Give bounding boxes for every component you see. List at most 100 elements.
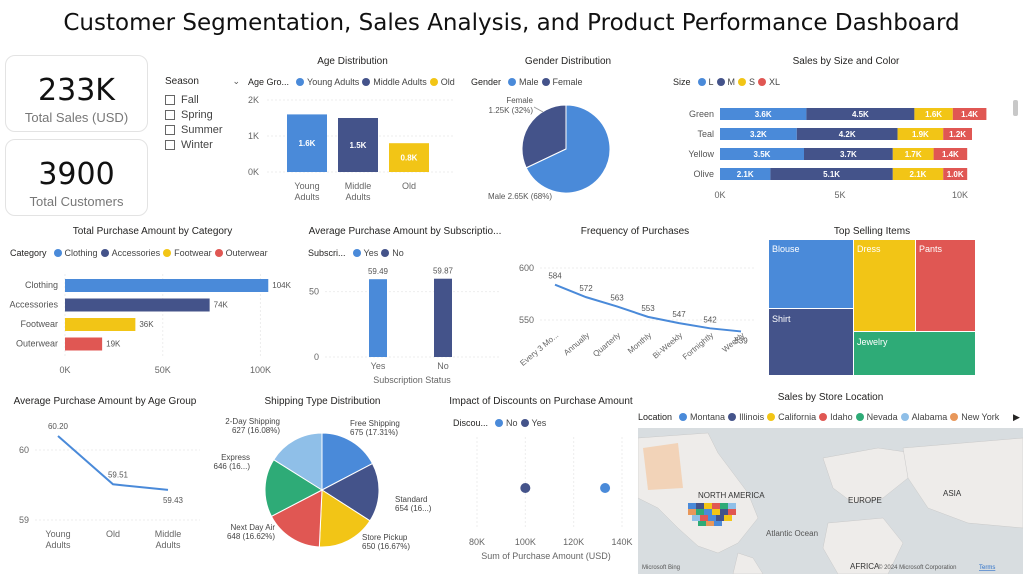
data-label: 1.4K: [961, 110, 978, 119]
data-label: 59.49: [368, 267, 389, 276]
data-label: 104K: [272, 281, 291, 290]
treemap-tile-dress[interactable]: Dress: [854, 240, 915, 331]
total-sales-card[interactable]: 233K Total Sales (USD): [5, 55, 148, 132]
data-label: 5.1K: [823, 170, 840, 179]
slice-value-label: 675 (17.31%): [350, 428, 398, 437]
discounts-chart[interactable]: Impact of Discounts on Purchase Amount D…: [445, 392, 637, 572]
label-north-america: NORTH AMERICA: [698, 491, 765, 500]
pie-slice: [321, 432, 374, 491]
treemap-tile-pants[interactable]: Pants: [916, 240, 975, 331]
data-label: 542: [703, 315, 717, 324]
x-tick-label: Old: [402, 181, 416, 191]
frequency-chart[interactable]: Frequency of Purchases 600 550 584 Every 3 …: [510, 222, 760, 390]
scrollbar[interactable]: [1013, 100, 1018, 116]
season-slicer[interactable]: Season ⌄ Fall Spring Summer Winter: [165, 76, 240, 152]
season-option-spring[interactable]: Spring: [165, 107, 240, 122]
treemap-tile-jewelry[interactable]: Jewelry: [854, 332, 975, 375]
subscription-chart[interactable]: Average Purchase Amount by Subscriptio..…: [305, 222, 505, 390]
bar: [65, 318, 136, 331]
treemap-tile-shirt[interactable]: Shirt: [769, 309, 853, 375]
size-color-chart[interactable]: Sales by Size and Color Size L M S XL Gr…: [670, 52, 1022, 212]
bar: [65, 337, 103, 351]
total-customers-card[interactable]: 3900 Total Customers: [5, 139, 148, 216]
total-sales-label: Total Sales (USD): [24, 110, 129, 125]
x-tick-label: Adults: [155, 540, 181, 550]
checkbox[interactable]: [165, 124, 175, 135]
x-tick-label: 80K: [469, 537, 485, 547]
top-items-treemap[interactable]: Top Selling Items Blouse Dress Pants Shi…: [765, 222, 979, 377]
age-distribution-chart[interactable]: Age Distribution Age Gro... Young Adults…: [245, 52, 460, 212]
chart-legend: Location Montana Illinois California Ida…: [638, 412, 1000, 422]
bar-segment: [804, 148, 893, 160]
data-label: 59.51: [108, 470, 129, 479]
data-label: 1.6K: [925, 110, 942, 119]
treemap-tile-blouse[interactable]: Blouse: [769, 240, 853, 308]
shipping-chart[interactable]: Shipping Type Distribution Free Shipping…: [210, 392, 435, 572]
gender-distribution-chart[interactable]: Gender Distribution Gender Male Female F…: [468, 52, 668, 212]
x-tick-label: 0K: [714, 190, 725, 200]
series-line: [57, 435, 169, 491]
bar-segment: [943, 168, 968, 180]
x-tick-label: Bi-Weekly: [651, 331, 684, 361]
category-purchase-chart[interactable]: Total Purchase Amount by Category Catego…: [5, 222, 300, 390]
chart-title: Frequency of Purchases: [580, 226, 690, 237]
bar-segment: [943, 128, 972, 140]
x-tick-label: Quarterly: [591, 331, 622, 359]
bar-segment: [806, 108, 915, 120]
chart-title: Average Purchase Amount by Age Group: [13, 396, 197, 407]
y-tick-label: 550: [519, 315, 534, 325]
data-label: 36K: [139, 320, 154, 329]
age-avg-chart[interactable]: Average Purchase Amount by Age Group 60 5…: [5, 392, 205, 572]
data-label: 1.0K: [947, 170, 964, 179]
season-option-summer[interactable]: Summer: [165, 122, 240, 137]
y-tick-label: Green: [689, 109, 714, 119]
x-tick-label: 140K: [611, 537, 632, 547]
data-label: 3.2K: [750, 130, 767, 139]
chart-title: Shipping Type Distribution: [264, 396, 381, 407]
checkbox[interactable]: [165, 139, 175, 150]
data-label: 572: [579, 284, 593, 293]
y-tick-label: Yellow: [688, 149, 714, 159]
checkbox[interactable]: [165, 109, 175, 120]
y-tick-label: Accessories: [9, 300, 58, 310]
frequency-plot: 600 550 584 Every 3 Mo... 572 Annually 563 Quar…: [518, 263, 755, 368]
x-axis-title: Sum of Purchase Amount (USD): [481, 551, 611, 561]
bar: [65, 279, 269, 292]
age-distribution-plot: 2K1K0K1.6KYoungAdults1.5KMiddleAdults0.8…: [248, 95, 455, 202]
scatter-point: [520, 483, 531, 493]
bar-segment: [770, 168, 893, 180]
data-label: 1.6K: [299, 139, 316, 148]
season-option-fall[interactable]: Fall: [165, 92, 240, 107]
bar-segment: [892, 148, 934, 160]
y-tick-label: 50: [309, 287, 319, 297]
chevron-down-icon[interactable]: ⌄: [232, 76, 240, 86]
terms-link: Terms: [979, 565, 995, 571]
x-axis-title: Subscription Status: [373, 375, 451, 385]
slice-label: 1.25K (32%): [489, 106, 534, 115]
checkbox[interactable]: [165, 94, 175, 105]
slice-label: Store Pickup: [362, 533, 408, 542]
store-map-chart[interactable]: Sales by Store Location Location Montana…: [638, 388, 1023, 574]
x-tick-label: Old: [106, 529, 120, 539]
x-tick-label: No: [437, 361, 449, 371]
season-option-winter[interactable]: Winter: [165, 137, 240, 152]
bar: [338, 118, 378, 172]
chart-title: Average Purchase Amount by Subscriptio..…: [308, 226, 502, 237]
slice-label: Male 2.65K (68%): [488, 192, 552, 201]
pie-slice-male: [525, 104, 611, 194]
data-label: 1.4K: [942, 150, 959, 159]
slice-value-label: 627 (16.08%): [232, 426, 280, 435]
chart-title: Total Purchase Amount by Category: [72, 226, 233, 237]
y-tick-label: Olive: [693, 169, 714, 179]
map-attribution: © 2024 Microsoft Corporation: [878, 564, 956, 571]
data-label: 3.6K: [755, 110, 772, 119]
map-canvas[interactable]: NORTH AMERICA EUROPE ASIA Atlantic Ocean…: [638, 428, 1023, 574]
data-label: 3.7K: [840, 150, 857, 159]
bar-segment: [796, 128, 898, 140]
bar: [65, 298, 210, 312]
x-tick-label: Middle: [345, 181, 372, 191]
legend-next-arrow-icon[interactable]: ▶: [1013, 412, 1020, 422]
slice-label: Female: [506, 96, 533, 105]
bar-segment: [933, 148, 968, 160]
